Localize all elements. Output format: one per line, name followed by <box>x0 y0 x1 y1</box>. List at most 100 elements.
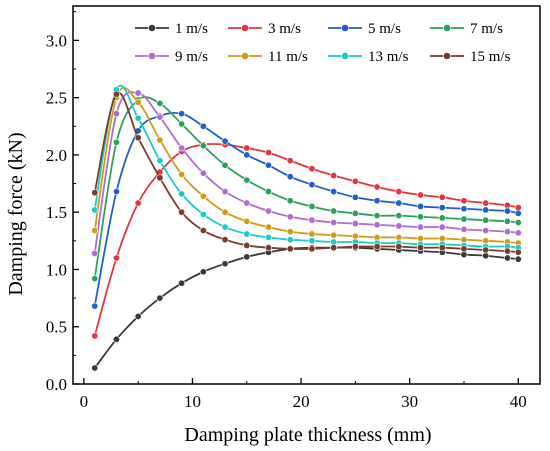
data-point <box>264 233 272 241</box>
data-point <box>112 335 120 343</box>
data-point <box>156 294 164 302</box>
data-point <box>514 229 522 237</box>
data-point <box>351 243 359 251</box>
series-line <box>93 96 519 279</box>
data-point <box>221 236 229 244</box>
data-point <box>134 114 142 122</box>
legend-marker <box>443 52 451 60</box>
series-3-m-s <box>91 141 522 340</box>
legend-marker <box>241 52 249 60</box>
data-point <box>286 228 294 236</box>
data-point <box>460 197 468 205</box>
data-point <box>308 202 316 210</box>
data-point <box>91 249 99 257</box>
data-point <box>373 212 381 220</box>
data-point <box>199 227 207 235</box>
data-point <box>286 245 294 253</box>
data-point <box>351 220 359 228</box>
data-point <box>156 136 164 144</box>
legend: 1 m/s 3 m/s 5 m/s 7 m/s 9 m/s 11 m/s 13 m/s 15 … <box>135 21 511 65</box>
y-tick-label: 2.0 <box>46 146 67 165</box>
data-point <box>199 142 207 150</box>
legend-marker <box>341 24 349 32</box>
series-7-m-s <box>91 96 522 283</box>
data-point <box>286 173 294 181</box>
data-point <box>178 120 186 128</box>
data-point <box>178 170 186 178</box>
data-point <box>308 216 316 224</box>
y-tick-label: 1.5 <box>46 203 67 222</box>
data-point <box>243 144 251 152</box>
legend-item: 11 m/s <box>228 49 308 65</box>
legend-item: 5 m/s <box>328 21 401 37</box>
legend-marker <box>148 52 156 60</box>
data-point <box>395 199 403 207</box>
data-point <box>417 244 425 252</box>
data-point <box>330 244 338 252</box>
data-point <box>417 202 425 210</box>
legend-item: 1 m/s <box>135 21 208 37</box>
data-point <box>460 225 468 233</box>
data-point <box>264 223 272 231</box>
data-point <box>460 205 468 213</box>
series-11-m-s <box>91 86 522 247</box>
legend-marker <box>241 24 249 32</box>
data-point <box>156 99 164 107</box>
data-point <box>503 228 511 236</box>
x-tick-label: 40 <box>510 392 527 411</box>
legend-marker <box>148 24 156 32</box>
legend-label: 9 m/s <box>175 49 208 65</box>
data-point <box>482 227 490 235</box>
data-point <box>373 221 381 229</box>
y-tick-label: 2.5 <box>46 89 67 108</box>
data-point <box>134 89 142 97</box>
data-point <box>178 144 186 152</box>
data-point <box>503 207 511 215</box>
y-tick-label: 1.0 <box>46 260 67 279</box>
data-point <box>373 197 381 205</box>
data-point <box>460 215 468 223</box>
data-point <box>503 254 511 262</box>
data-point <box>330 172 338 180</box>
y-tick-label: 3.0 <box>46 31 67 50</box>
data-point <box>264 244 272 252</box>
x-tick-label: 30 <box>401 392 418 411</box>
data-point <box>243 151 251 159</box>
data-point <box>199 210 207 218</box>
data-point <box>91 206 99 214</box>
data-point <box>330 188 338 196</box>
data-point <box>91 189 99 197</box>
series-15-m-s <box>91 90 522 256</box>
data-point <box>221 208 229 216</box>
legend-marker <box>443 24 451 32</box>
data-point <box>308 181 316 189</box>
data-point <box>134 98 142 106</box>
data-point <box>243 217 251 225</box>
legend-label: 5 m/s <box>368 21 401 37</box>
legend-label: 3 m/s <box>268 21 301 37</box>
data-point <box>199 192 207 200</box>
data-point <box>395 222 403 230</box>
plot-frame <box>72 5 541 385</box>
data-point <box>330 218 338 226</box>
data-point <box>91 302 99 310</box>
legend-label: 7 m/s <box>470 21 503 37</box>
data-point <box>134 134 142 142</box>
data-point <box>438 204 446 212</box>
x-tick-label: 10 <box>184 392 201 411</box>
legend-marker <box>341 52 349 60</box>
data-point <box>482 216 490 224</box>
data-point <box>112 254 120 262</box>
x-axis-title: Damping plate thickness (mm) <box>184 424 431 446</box>
data-point <box>514 218 522 226</box>
data-point <box>351 177 359 185</box>
legend-label: 15 m/s <box>470 49 511 65</box>
data-point <box>221 260 229 268</box>
data-point <box>134 199 142 207</box>
legend-label: 11 m/s <box>268 49 308 65</box>
data-point <box>178 110 186 118</box>
legend-item: 7 m/s <box>430 21 503 37</box>
data-point <box>514 248 522 256</box>
data-point <box>351 209 359 217</box>
data-point <box>264 161 272 169</box>
